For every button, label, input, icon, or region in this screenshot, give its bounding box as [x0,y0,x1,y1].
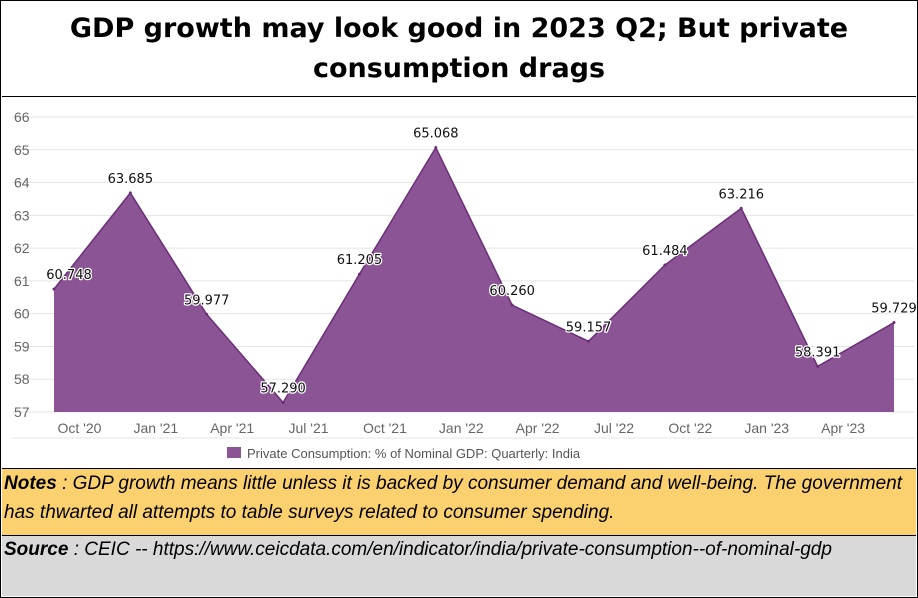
x-tick-label: Apr '23 [821,420,865,436]
x-tick-label: Apr '22 [516,420,560,436]
data-point [510,303,514,307]
chart-title-text: GDP growth may look good in 2023 Q2; But… [69,13,849,84]
notes-label: Notes [4,473,57,494]
y-tick-label: 65 [14,142,30,158]
data-label: 58.391 [795,345,841,360]
data-point [357,272,361,276]
notes-box: Notes : GDP growth means little unless i… [2,468,916,536]
notes-text: GDP growth means little unless it is bac… [4,473,903,523]
legend-swatch [227,447,241,458]
data-label: 63.216 [719,187,765,202]
data-point [587,339,591,343]
data-label: 60.748 [46,268,92,283]
chart-title: GDP growth may look good in 2023 Q2; But… [2,2,916,97]
data-point [739,206,743,210]
data-label: 59.729 [871,302,916,317]
data-label: 57.290 [260,381,306,396]
source-box: Source : CEIC -- https://www.ceicdata.co… [2,536,916,596]
data-label: 63.685 [108,172,154,187]
data-point [663,263,667,267]
source-text: CEIC -- https://www.ceicdata.com/en/indi… [84,539,832,560]
y-tick-label: 61 [14,273,30,289]
source-separator: : [68,539,85,560]
x-tick-label: Jan '23 [744,420,789,436]
data-point [434,146,438,150]
series-line [53,145,895,404]
x-tick-label: Oct '21 [363,420,407,436]
y-tick-label: 62 [14,240,30,256]
chart-area: 57 58 59 60 61 62 63 64 65 66 Oct '20 Jan '21 Apr '2… [2,97,916,468]
y-tick-label: 64 [14,175,30,191]
data-point [52,287,56,291]
y-tick-label: 57 [14,404,30,420]
data-point [128,191,132,195]
data-point [892,321,896,325]
data-point [816,364,820,368]
series-area [54,147,894,412]
data-label: 59.977 [184,293,230,308]
x-tick-label: Oct '22 [668,420,712,436]
x-tick-label: Jan '22 [439,420,484,436]
chart-svg: 57 58 59 60 61 62 63 64 65 66 Oct '20 Jan '21 Apr '2… [12,109,916,461]
y-tick-label: 58 [14,371,30,387]
data-label: 61.484 [642,244,688,259]
data-label: 65.068 [413,127,459,142]
x-tick-label: Jul '22 [594,420,634,436]
data-label: 59.157 [566,320,612,335]
data-point [205,312,209,316]
y-tick-label: 59 [14,338,30,354]
y-tick-label: 60 [14,306,30,322]
data-label: 60.260 [489,284,535,299]
y-tick-label: 63 [14,207,30,223]
legend-label: Private Consumption: % of Nominal GDP: Q… [247,446,581,461]
x-tick-label: Jul '21 [289,420,329,436]
data-point [281,400,285,404]
data-label: 61.205 [337,253,383,268]
y-tick-label: 66 [14,109,30,125]
source-label: Source [4,539,69,560]
x-tick-label: Apr '21 [210,420,254,436]
x-tick-label: Oct '20 [57,420,101,436]
x-tick-label: Jan '21 [133,420,178,436]
notes-separator: : [56,473,73,494]
